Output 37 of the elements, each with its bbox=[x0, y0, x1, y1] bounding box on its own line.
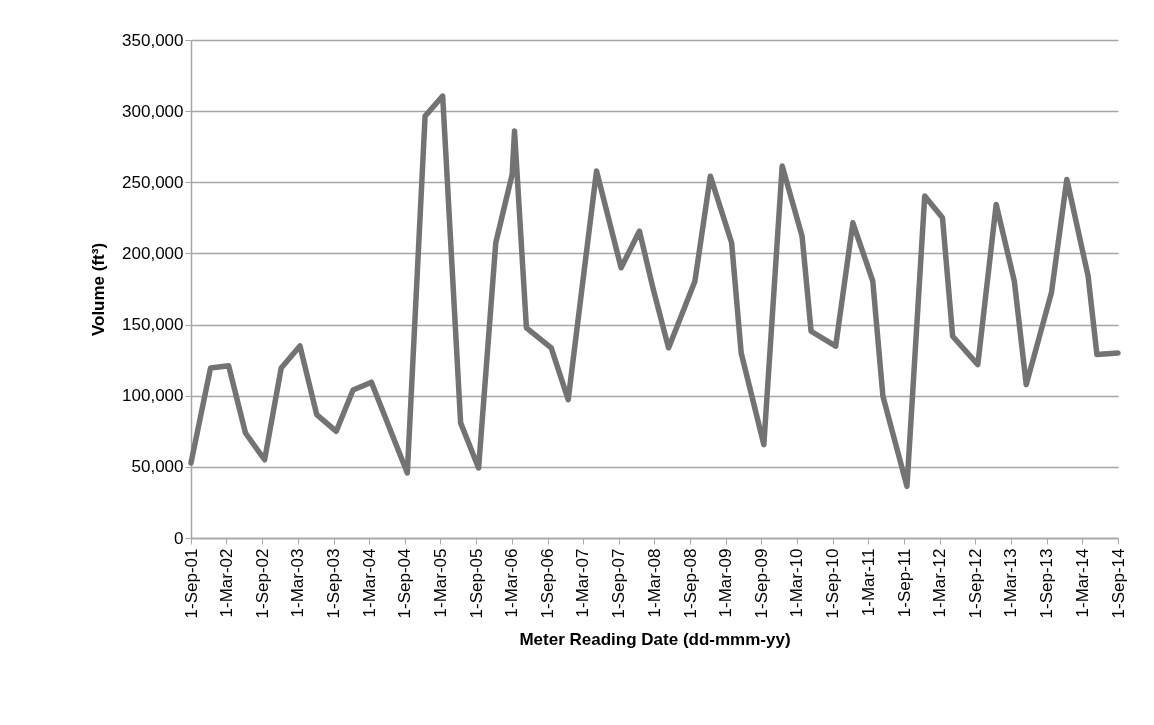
x-tick-label: 1-Mar-06 bbox=[502, 548, 522, 618]
x-tick-label: 1-Mar-04 bbox=[359, 548, 379, 618]
y-tick-label: 200,000 bbox=[122, 243, 184, 263]
x-axis-title: Meter Reading Date (dd-mmm-yy) bbox=[519, 630, 791, 650]
y-tick-label: 250,000 bbox=[122, 172, 184, 192]
y-tick-label: 300,000 bbox=[122, 101, 184, 121]
x-tick-label: 1-Sep-04 bbox=[395, 548, 415, 619]
x-tick-label: 1-Sep-11 bbox=[894, 548, 914, 618]
y-tick-label: 50,000 bbox=[131, 457, 184, 477]
y-axis-title: Volume (ft³) bbox=[89, 242, 109, 337]
x-tick-label: 1-Mar-08 bbox=[644, 548, 664, 618]
x-tick-label: 1-Sep-10 bbox=[823, 548, 843, 619]
x-tick-label: 1-Mar-07 bbox=[573, 548, 593, 618]
x-tick-label: 1-Sep-12 bbox=[965, 548, 985, 619]
x-tick-label: 1-Sep-05 bbox=[466, 548, 486, 619]
x-tick-label: 1-Mar-09 bbox=[716, 548, 736, 618]
x-tick-label: 1-Mar-03 bbox=[288, 548, 308, 618]
x-tick-label: 1-Sep-14 bbox=[1108, 548, 1128, 619]
x-tick-label: 1-Mar-10 bbox=[787, 548, 807, 618]
x-tick-label: 1-Mar-02 bbox=[216, 548, 236, 618]
y-tick-label: 0 bbox=[174, 528, 184, 548]
x-tick-label: 1-Sep-08 bbox=[680, 548, 700, 619]
x-tick-label: 1-Sep-01 bbox=[181, 548, 201, 619]
x-tick-label: 1-Sep-02 bbox=[252, 548, 272, 619]
y-tick-label: 350,000 bbox=[122, 30, 184, 50]
y-tick-label: 150,000 bbox=[122, 315, 184, 335]
x-tick-label: 1-Mar-12 bbox=[930, 548, 950, 618]
x-tick-label: 1-Mar-14 bbox=[1072, 548, 1092, 618]
x-tick-label: 1-Mar-13 bbox=[1001, 548, 1021, 618]
y-tick-label: 100,000 bbox=[122, 386, 184, 406]
x-tick-label: 1-Sep-09 bbox=[751, 548, 771, 619]
x-tick-label: 1-Sep-13 bbox=[1037, 548, 1057, 619]
x-tick-label: 1-Sep-07 bbox=[609, 548, 629, 619]
x-tick-label: 1-Mar-11 bbox=[858, 548, 878, 617]
x-tick-label: 1-Sep-06 bbox=[538, 548, 558, 619]
x-tick-label: 1-Mar-05 bbox=[430, 548, 450, 618]
x-tick-label: 1-Sep-03 bbox=[324, 548, 344, 619]
